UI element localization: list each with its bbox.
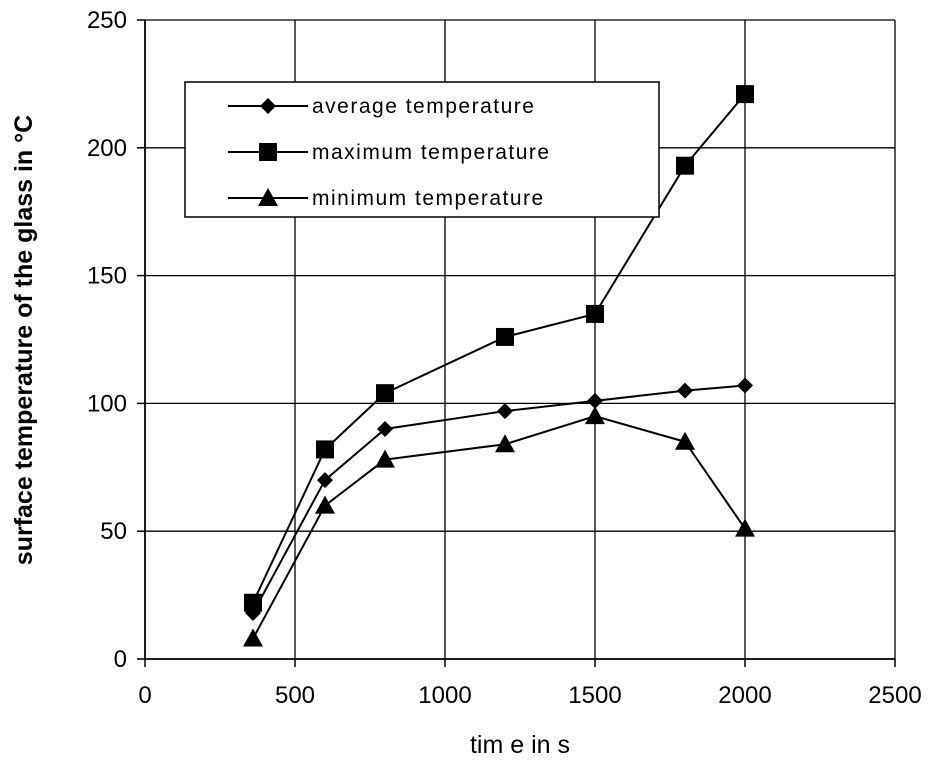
legend-label-maximum: maximum temperature xyxy=(312,141,551,164)
x-tick-label: 2500 xyxy=(868,682,921,709)
data-point-average xyxy=(317,472,333,489)
y-tick-label: 200 xyxy=(87,135,127,162)
legend-item-average: average temperature xyxy=(228,95,535,118)
legend-marker-maximum xyxy=(259,143,277,161)
y-tick-label: 250 xyxy=(87,7,127,34)
x-tick-label: 1000 xyxy=(418,682,471,709)
data-point-average xyxy=(377,420,393,437)
data-point-maximum xyxy=(586,304,604,323)
data-point-average xyxy=(497,403,513,420)
data-point-minimum xyxy=(735,518,755,537)
x-tick-labels: 0 500 1000 1500 2000 2500 xyxy=(138,682,921,709)
data-point-maximum xyxy=(496,327,514,346)
legend-label-average: average temperature xyxy=(312,95,535,118)
data-point-minimum xyxy=(675,431,695,450)
series-maximum xyxy=(244,85,754,612)
y-tick-label: 150 xyxy=(87,263,127,290)
x-tick-label: 500 xyxy=(275,682,315,709)
data-point-minimum xyxy=(315,495,335,514)
legend: average temperature maximum temperature mi… xyxy=(184,81,660,218)
data-point-minimum xyxy=(375,449,395,468)
data-point-maximum xyxy=(244,593,262,612)
y-tick-labels: 0 50 100 150 200 250 xyxy=(87,7,127,673)
x-tick-label: 2000 xyxy=(718,682,771,709)
data-point-average xyxy=(587,392,603,409)
legend-label-minimum: minimum temperature xyxy=(312,187,545,210)
x-tick-label: 0 xyxy=(138,682,151,709)
series-minimum xyxy=(243,406,755,647)
x-tick-label: 1500 xyxy=(568,682,621,709)
data-point-maximum xyxy=(316,440,334,459)
y-tick-label: 50 xyxy=(100,518,127,545)
legend-marker-minimum xyxy=(258,188,278,206)
data-point-maximum xyxy=(676,156,694,175)
axes xyxy=(137,19,896,667)
data-point-minimum xyxy=(243,628,263,647)
y-tick-label: 0 xyxy=(114,646,127,673)
data-point-minimum xyxy=(585,406,605,425)
x-axis-title: tim e in s xyxy=(470,731,570,759)
y-tick-label: 100 xyxy=(87,390,127,417)
legend-item-minimum: minimum temperature xyxy=(228,187,545,210)
data-point-average xyxy=(737,377,753,394)
legend-item-maximum: maximum temperature xyxy=(228,141,551,164)
data-point-maximum xyxy=(376,384,394,403)
data-point-maximum xyxy=(736,85,754,104)
series-average xyxy=(245,377,753,621)
y-axis-title: surface temperature of the glass in °C xyxy=(10,115,38,565)
data-point-minimum xyxy=(495,434,515,453)
legend-marker-average xyxy=(260,98,276,114)
series-group xyxy=(243,85,755,647)
data-point-average xyxy=(677,382,693,399)
